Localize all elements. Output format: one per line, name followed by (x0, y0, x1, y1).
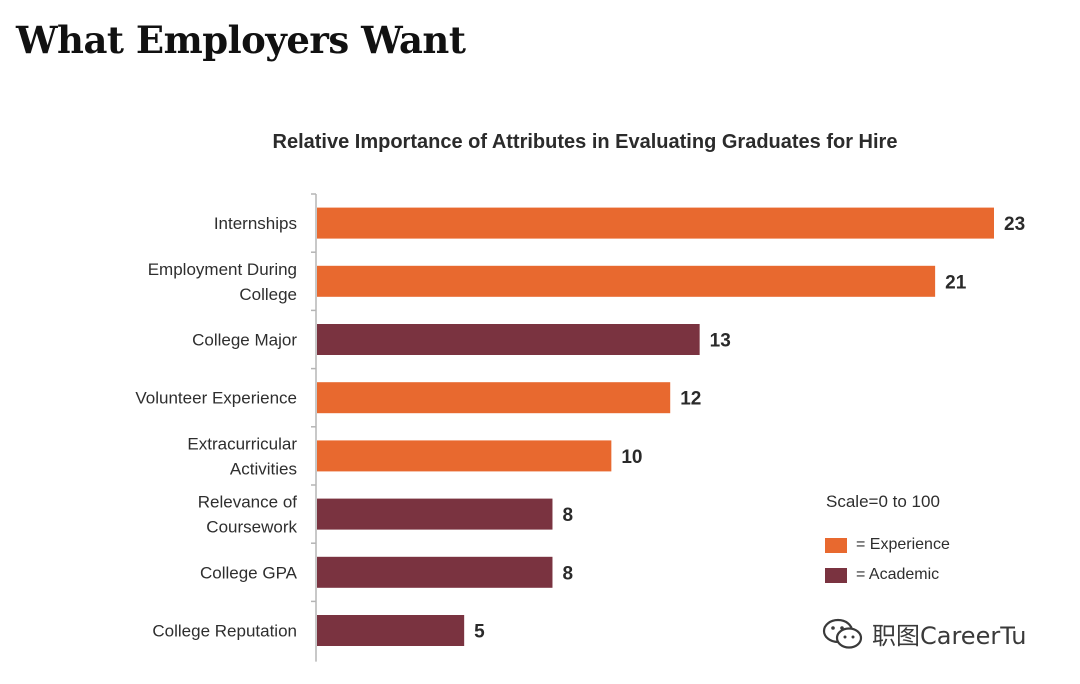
category-label: Internships (214, 214, 297, 233)
category-label: College Reputation (152, 622, 297, 641)
legend-swatch-experience (825, 537, 847, 553)
category-label: Volunteer Experience (135, 389, 297, 408)
watermark-text: 职图CareerTu (872, 622, 1027, 650)
value-label: 23 (1004, 214, 1025, 235)
page-title: What Employers Want (16, 18, 466, 62)
value-label: 12 (680, 389, 701, 410)
legend-label-experience: = Experience (856, 536, 950, 553)
bar-employment-during-college (317, 265, 936, 297)
legend-label-academic: = Academic (856, 566, 940, 583)
value-label: 21 (945, 272, 967, 293)
value-label: 5 (474, 622, 485, 643)
legend-item-experience: = Experience (825, 536, 950, 554)
scale-note: Scale=0 to 100 (826, 492, 940, 511)
category-label: Relevance of Coursework (198, 493, 298, 537)
legend-swatch-academic (825, 567, 847, 583)
bar-internships (317, 207, 994, 239)
chart-title: Relative Importance of Attributes in Eva… (272, 131, 898, 153)
value-label: 8 (562, 505, 573, 526)
value-label: 8 (562, 563, 573, 584)
category-label: College GPA (200, 563, 298, 582)
category-label: Extracurricular Activities (187, 434, 297, 478)
wechat-icon (822, 618, 863, 649)
category-label: College Major (192, 331, 297, 350)
watermark: 职图CareerTu (822, 616, 1026, 651)
value-label: 13 (710, 331, 731, 352)
legend-item-academic: = Academic (825, 566, 939, 584)
bar-volunteer-experience (317, 382, 671, 414)
category-label: Employment During College (148, 260, 297, 304)
value-label: 10 (621, 447, 642, 468)
bar-relevance-of-coursework (317, 498, 553, 530)
bar-college-gpa (317, 556, 553, 588)
bar-college-major (317, 324, 700, 355)
bar-extracurricular-activities (317, 440, 612, 472)
bar-college-reputation (317, 615, 465, 646)
